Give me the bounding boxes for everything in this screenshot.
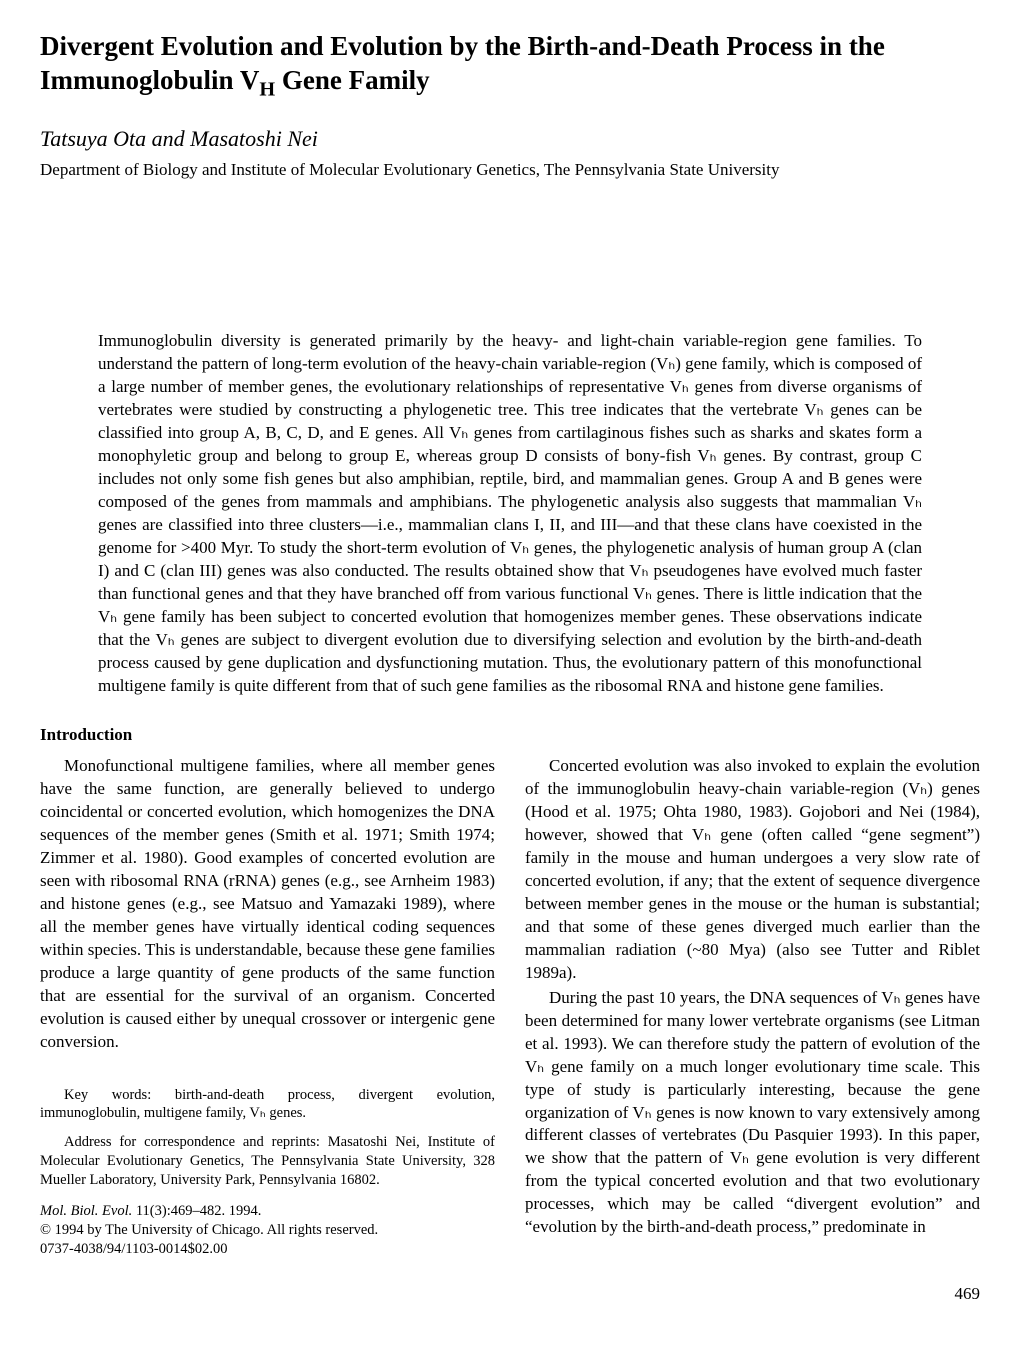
correspondence-address: Address for correspondence and reprints:… xyxy=(40,1133,495,1190)
citation-line-3: 0737-4038/94/1103-0014$02.00 xyxy=(40,1240,495,1259)
citation-line-1: Mol. Biol. Evol. 11(3):469–482. 1994. xyxy=(40,1202,495,1221)
body-columns: Monofunctional multigene families, where… xyxy=(40,755,980,1258)
citation-volume: 11(3):469–482. 1994. xyxy=(132,1203,261,1219)
keywords: Key words: birth-and-death process, dive… xyxy=(40,1086,495,1124)
paragraph-3: During the past 10 years, the DNA sequen… xyxy=(525,987,980,1239)
section-heading-introduction: Introduction xyxy=(40,725,980,745)
citation-block: Mol. Biol. Evol. 11(3):469–482. 1994. © … xyxy=(40,1202,495,1259)
citation-line-2: © 1994 by The University of Chicago. All… xyxy=(40,1221,495,1240)
title-line-1: Divergent Evolution and Evolution by the… xyxy=(40,31,885,61)
paragraph-2: Concerted evolution was also invoked to … xyxy=(525,755,980,984)
abstract: Immunoglobulin diversity is generated pr… xyxy=(98,330,922,697)
title-line-2-part2: Gene Family xyxy=(275,65,429,95)
article-title: Divergent Evolution and Evolution by the… xyxy=(40,30,980,102)
authors: Tatsuya Ota and Masatoshi Nei xyxy=(40,126,980,152)
title-subscript: H xyxy=(259,78,275,100)
affiliation: Department of Biology and Institute of M… xyxy=(40,160,980,180)
page-number: 469 xyxy=(40,1284,980,1304)
journal-name: Mol. Biol. Evol. xyxy=(40,1203,132,1219)
title-line-2-part1: Immunoglobulin V xyxy=(40,65,259,95)
paragraph-1: Monofunctional multigene families, where… xyxy=(40,755,495,1053)
